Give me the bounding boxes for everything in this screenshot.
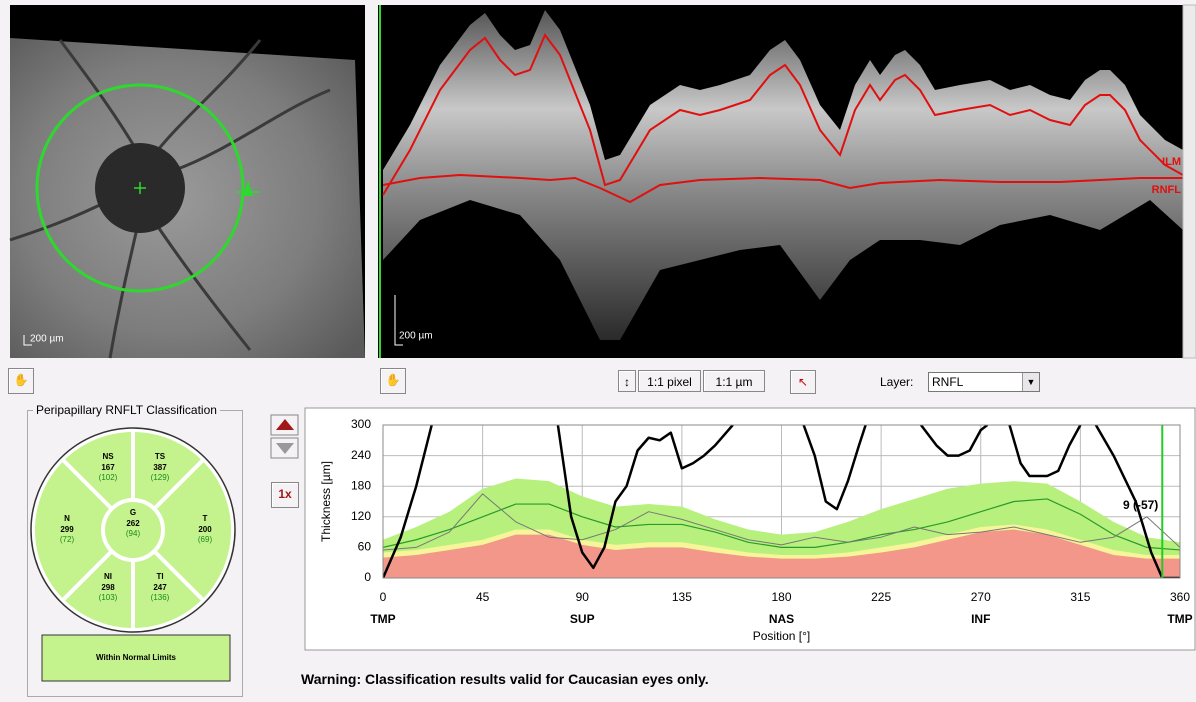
x-tick-label: 225: [871, 590, 891, 604]
app: { "fundus": {"scale_label": "200 µm"}, "…: [0, 0, 1196, 702]
x-tick-label: 180: [771, 590, 791, 604]
y-tick-label: 300: [351, 417, 371, 431]
y-tick-label: 180: [351, 478, 371, 492]
x-axis-title: Position [°]: [753, 629, 811, 643]
x-tick-label: 90: [576, 590, 590, 604]
x-tick-label: 0: [380, 590, 387, 604]
page: RNFL thickness html, body { margin: 0; p…: [0, 0, 1196, 702]
region-label: TMP: [1167, 612, 1192, 626]
region-label: SUP: [570, 612, 595, 626]
x-tick-label: 360: [1170, 590, 1190, 604]
region-label: TMP: [370, 612, 395, 626]
y-tick-label: 0: [364, 570, 371, 584]
y-tick-label: 120: [351, 509, 371, 523]
x-tick-label: 45: [476, 590, 490, 604]
x-tick-label: 270: [971, 590, 991, 604]
y-tick-label: 60: [358, 540, 372, 554]
thickness-chart: 0 60 120 180 240 300 0 45 90 135 180 225 270 315 360 TM…: [0, 0, 1196, 660]
x-tick-label: 315: [1070, 590, 1090, 604]
region-label: INF: [971, 612, 990, 626]
y-tick-label: 240: [351, 448, 371, 462]
y-axis-title: Thickness [µm]: [319, 461, 333, 542]
cursor-annotation: 9 (-57): [1123, 498, 1158, 512]
warning: Warning: Classification results valid fo…: [301, 671, 709, 687]
x-tick-label: 135: [672, 590, 692, 604]
region-label: NAS: [769, 612, 794, 626]
